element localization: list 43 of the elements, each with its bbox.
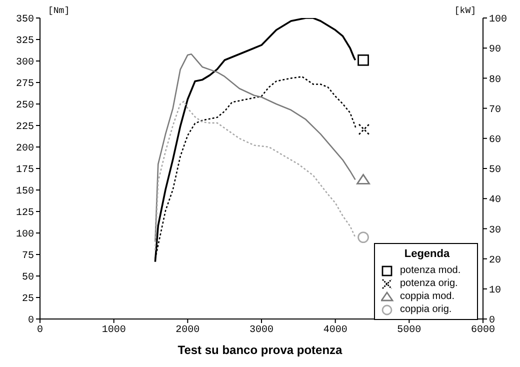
legend-label: potenza mod. [400, 265, 461, 276]
y2-tick-label: 60 [489, 134, 502, 146]
y-tick-label: 175 [16, 165, 34, 176]
y-tick-label: 300 [16, 58, 34, 69]
line-series [154, 100, 356, 251]
legend-label: coppia mod. [400, 291, 454, 302]
y2-axis-title: [kW] [454, 6, 476, 16]
x-tick-label: 5000 [397, 325, 422, 336]
x-tick-label: 3000 [249, 325, 274, 336]
y2-tick-label: 90 [489, 44, 502, 56]
y-tick-label: 100 [16, 230, 34, 241]
x-tick-label: 4000 [323, 325, 348, 336]
legend-title: Legenda [403, 248, 451, 260]
y2-tick-label: 10 [489, 285, 502, 296]
y2-tick-label: 50 [489, 165, 502, 176]
y2-tick-label: 80 [489, 74, 502, 86]
y-tick-label: 75 [22, 251, 34, 262]
y2-tick-label: 30 [489, 225, 502, 236]
y2-tick-label: 0 [489, 316, 496, 327]
y-tick-label: 250 [16, 100, 34, 112]
y2-tick-label: 100 [489, 14, 508, 26]
y2-tick-label: 40 [489, 195, 502, 206]
y-tick-label: 125 [16, 208, 34, 220]
x-tick-label: 0 [36, 325, 44, 336]
y2-tick-label: 70 [489, 104, 502, 116]
y2-tick-label: 20 [489, 255, 502, 266]
y-tick-label: 50 [22, 272, 34, 284]
y-tick-label: 225 [16, 122, 34, 134]
y-tick-label: 350 [16, 14, 34, 26]
y-tick-label: 275 [16, 79, 34, 90]
legend-label: potenza orig. [400, 278, 458, 289]
x-tick-label: 6000 [470, 325, 496, 336]
y-tick-label: 150 [16, 186, 34, 198]
line-series [154, 18, 356, 263]
y-tick-label: 200 [16, 144, 34, 155]
y-tick-label: 0 [28, 316, 34, 327]
y-axis-title: [Nm] [48, 6, 70, 16]
y-tick-label: 25 [22, 294, 34, 306]
y-tick-label: 325 [16, 36, 34, 48]
text: Test su banco prova potenza [176, 343, 344, 357]
x-tick-label: 2000 [176, 325, 200, 336]
legend-label: coppia orig. [400, 304, 452, 315]
x-tick-label: 1000 [102, 325, 126, 336]
